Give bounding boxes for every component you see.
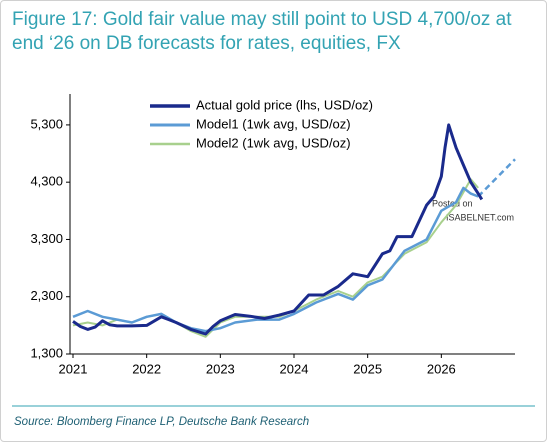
watermark: ISABELNET.com bbox=[446, 212, 514, 222]
source: Source: Bloomberg Finance LP, Deutsche B… bbox=[14, 416, 309, 428]
y-tick-label: 2,300 bbox=[30, 288, 63, 303]
x-tick-label: 2021 bbox=[59, 361, 88, 376]
chart-title: Figure 17: Gold fair value may still poi… bbox=[12, 9, 512, 54]
x-tick-label: 2025 bbox=[353, 361, 382, 376]
legend-label: Model1 (1wk avg, USD/oz) bbox=[196, 116, 351, 131]
y-tick-label: 3,300 bbox=[30, 231, 63, 246]
series-line bbox=[72, 123, 484, 336]
series-line bbox=[72, 186, 479, 333]
x-tick-label: 2022 bbox=[132, 361, 161, 376]
y-tick-label: 5,300 bbox=[30, 116, 63, 131]
x-tick-label: 2026 bbox=[427, 361, 456, 376]
x-tick-label: 2023 bbox=[206, 361, 235, 376]
x-tick-label: 2024 bbox=[280, 361, 309, 376]
y-tick-label: 4,300 bbox=[30, 174, 63, 189]
legend-label: Model2 (1wk avg, USD/oz) bbox=[196, 135, 351, 150]
series-line bbox=[72, 178, 479, 338]
legend-label: Actual gold price (lhs, USD/oz) bbox=[196, 97, 373, 112]
series-line bbox=[477, 158, 516, 198]
y-tick-label: 1,300 bbox=[30, 345, 63, 360]
